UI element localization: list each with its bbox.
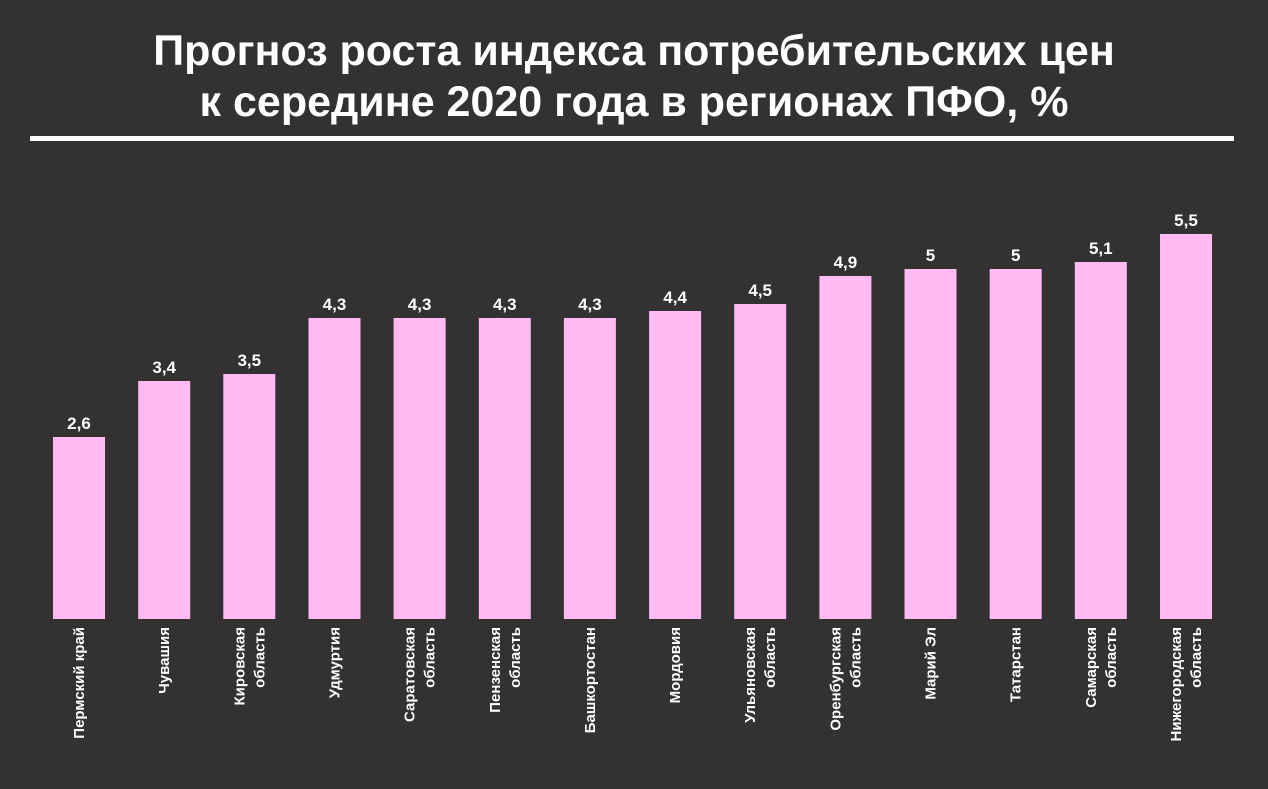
bar bbox=[989, 269, 1042, 619]
data-label: 4,5 bbox=[748, 281, 772, 300]
data-label: 3,5 bbox=[237, 351, 261, 370]
category-label: Чувашия bbox=[156, 627, 173, 694]
category-label-line: область bbox=[251, 627, 268, 688]
bar bbox=[1074, 262, 1127, 619]
data-label: 4,3 bbox=[578, 295, 602, 314]
category-label: Оренбургская область bbox=[827, 627, 864, 731]
category-label: Мордовия bbox=[667, 627, 684, 703]
category-label-line: область bbox=[1188, 627, 1205, 688]
data-label: 4,3 bbox=[493, 295, 517, 314]
data-label: 4,4 bbox=[663, 288, 687, 307]
category-label-line: Кировская bbox=[231, 627, 248, 706]
category-label-line: Самарская bbox=[1083, 627, 1100, 708]
bar bbox=[393, 318, 446, 619]
data-label: 3,4 bbox=[152, 358, 176, 377]
category-label-line: область bbox=[1103, 627, 1120, 688]
data-label: 4,9 bbox=[834, 253, 858, 272]
category-label-line: Пензенская bbox=[487, 627, 504, 713]
data-label: 5,5 bbox=[1174, 211, 1198, 230]
bar bbox=[819, 276, 872, 619]
chart-title-line-1: Прогноз роста индекса потребительских це… bbox=[153, 27, 1115, 75]
bar bbox=[649, 311, 702, 619]
bar bbox=[308, 318, 361, 619]
data-label: 2,6 bbox=[67, 414, 91, 433]
category-label: Марий Эл bbox=[923, 627, 940, 700]
category-label-line: Пермский край bbox=[71, 627, 88, 739]
category-label: Удмуртия bbox=[327, 627, 344, 698]
category-label-line: область bbox=[507, 627, 524, 688]
category-label-line: область bbox=[762, 627, 779, 688]
data-label: 5,1 bbox=[1089, 239, 1113, 258]
category-label-line: Ульяновская bbox=[742, 627, 759, 723]
data-label: 4,3 bbox=[408, 295, 432, 314]
bar bbox=[138, 381, 191, 619]
category-label: Кировская область bbox=[231, 627, 268, 706]
bar bbox=[904, 269, 957, 619]
category-label: Пермский край bbox=[71, 627, 88, 739]
category-label-line: Татарстан bbox=[1008, 627, 1025, 702]
category-label: Башкортостан bbox=[582, 627, 599, 733]
category-label-line: Чувашия bbox=[156, 627, 173, 694]
bar bbox=[563, 318, 616, 619]
category-label: Нижегородская область bbox=[1168, 627, 1205, 741]
bar bbox=[1160, 234, 1212, 619]
category-label: Самарская область bbox=[1083, 627, 1120, 708]
title-divider bbox=[30, 136, 1234, 141]
bar bbox=[734, 304, 787, 619]
category-label-line: Мордовия bbox=[667, 627, 684, 703]
category-label-line: область bbox=[847, 627, 864, 688]
category-label-line: Марий Эл bbox=[923, 627, 940, 700]
category-label: Ульяновская область bbox=[742, 627, 779, 723]
bar bbox=[478, 318, 531, 619]
bar bbox=[223, 374, 276, 619]
data-label: 5 bbox=[926, 246, 935, 265]
category-label-line: Саратовская bbox=[402, 627, 419, 722]
data-label: 5 bbox=[1011, 246, 1020, 265]
category-label-line: область bbox=[422, 627, 439, 688]
chart-title-line-2: к середине 2020 года в регионах ПФО, % bbox=[199, 78, 1069, 126]
bar bbox=[53, 437, 105, 619]
data-label: 4,3 bbox=[323, 295, 347, 314]
category-label-line: Нижегородская bbox=[1168, 627, 1185, 741]
category-label: Пензенская область bbox=[487, 627, 524, 713]
category-label-line: Оренбургская bbox=[827, 627, 844, 731]
category-label: Саратовская область bbox=[402, 627, 439, 722]
category-label-line: Башкортостан bbox=[582, 627, 599, 733]
chart-title: Прогноз роста индекса потребительских це… bbox=[0, 26, 1268, 128]
category-label-line: Удмуртия bbox=[327, 627, 344, 698]
category-label: Татарстан bbox=[1008, 627, 1025, 702]
